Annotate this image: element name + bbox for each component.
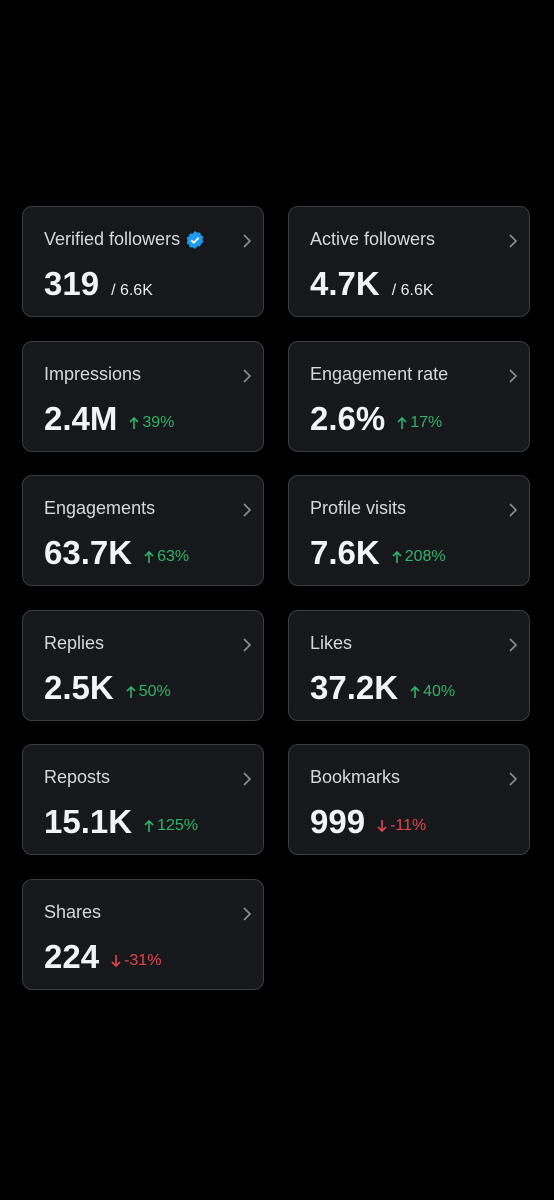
metric-value: 4.7K [310,265,380,302]
metric-value: 999 [310,803,366,841]
value-row: 999 -11% [310,803,426,841]
card-label: Verified followers [44,229,204,250]
stat-card[interactable]: Active followers 4.7K / 6.6K [288,206,530,317]
metric-value: 2.4M [44,399,118,437]
value-row: 224 -31% [44,938,161,976]
chevron [243,369,252,383]
value-row: 2.4M 39% [44,400,174,438]
label-text: Impressions [44,363,142,384]
change-text: 40% [423,682,456,700]
change-text: 39% [142,413,175,431]
card-label: Profile visits [310,498,406,519]
change-text: 50% [138,682,171,700]
verified-badge [186,230,204,249]
chevron [243,503,252,517]
card-label: Replies [44,633,104,654]
label-text: Likes [310,632,353,653]
arrow-up [129,416,139,429]
change-text: 17% [410,413,443,431]
chevron [509,369,518,383]
stat-card[interactable]: Engagements 63.7K 63% [22,475,264,587]
card-label: Shares [44,902,101,923]
chevron [509,638,518,652]
card-label: Engagement rate [310,364,448,385]
label-text: Engagement rate [310,363,449,384]
stat-card[interactable]: Likes 37.2K 40% [288,609,530,721]
value-row: 2.5K 50% [44,669,171,707]
metric-change: 17% [397,414,442,432]
metric-change: 39% [129,414,174,432]
stat-card[interactable]: Replies 2.5K 50% [22,609,264,721]
stat-card[interactable]: Bookmarks 999 -11% [288,744,530,856]
value-row: 7.6K 208% [310,534,446,572]
value-row: 37.2K 40% [310,669,455,707]
chevron [243,234,252,248]
metric-change: 50% [126,683,171,701]
label-text: Shares [44,902,102,922]
metric-value: 63.7K [44,534,133,572]
arrow-up [144,551,154,564]
metric-value: 319 [44,265,100,302]
arrow-up [410,685,420,698]
stat-card[interactable]: Engagement rate 2.6% 17% [288,340,530,452]
metric-value: 2.6% [310,399,386,437]
arrow-up [126,685,136,698]
change-text: -11% [390,817,427,835]
label-text: Active followers [310,229,436,249]
card-label: Engagements [44,498,155,519]
stat-card[interactable]: Profile visits 7.6K 208% [288,475,530,587]
chevron [243,638,252,652]
metric-value: 2.5K [44,668,114,706]
metric-total: / 6.6K [111,282,153,299]
stat-card[interactable]: Verified followers 319 / 6.6K [22,206,264,317]
change-text: 208% [404,548,446,566]
stat-card[interactable]: Shares 224 -31% [22,879,264,990]
arrow-up [397,416,407,429]
arrow-up [144,820,154,833]
value-row: 63.7K 63% [44,534,189,572]
chevron [243,772,252,786]
value-row: 15.1K 125% [44,803,198,841]
change-text: 63% [157,548,190,566]
metric-change: -11% [377,817,426,835]
metric-value: 37.2K [310,668,399,706]
label-text: Replies [44,632,105,653]
metric-value: 15.1K [44,803,133,841]
metric-change: -31% [111,952,161,970]
value-row: 4.7K / 6.6K [310,265,434,303]
label-text: Bookmarks [310,767,401,788]
label-text: Reposts [44,767,111,788]
metric-total: / 6.6K [391,282,434,299]
arrow-down [377,820,387,833]
card-label: Bookmarks [310,767,400,788]
arrow-down [111,955,121,968]
card-label: Impressions [44,364,141,385]
metric-value: 7.6K [310,534,380,572]
card-label: Likes [310,633,352,654]
metric-value: 224 [44,938,100,975]
stat-card[interactable]: Impressions 2.4M 39% [22,340,264,452]
card-label: Active followers [310,229,435,250]
label-text: Profile visits [310,498,407,519]
metric-change: 40% [410,683,455,701]
stat-card[interactable]: Reposts 15.1K 125% [22,744,264,856]
metric-change: 125% [144,817,198,835]
card-label: Reposts [44,767,110,788]
value-row: 2.6% 17% [310,400,442,438]
change-text: -31% [124,952,162,969]
chevron [509,503,518,517]
change-text: 125% [157,817,198,835]
metric-change: 208% [392,548,446,566]
chevron [509,234,518,248]
arrow-up [392,551,402,564]
value-row: 319 / 6.6K [44,265,153,303]
label-text: Engagements [44,498,156,519]
metric-change: 63% [144,548,189,566]
chevron [243,907,252,921]
chevron [509,772,518,786]
label-text: Verified followers [44,229,181,249]
